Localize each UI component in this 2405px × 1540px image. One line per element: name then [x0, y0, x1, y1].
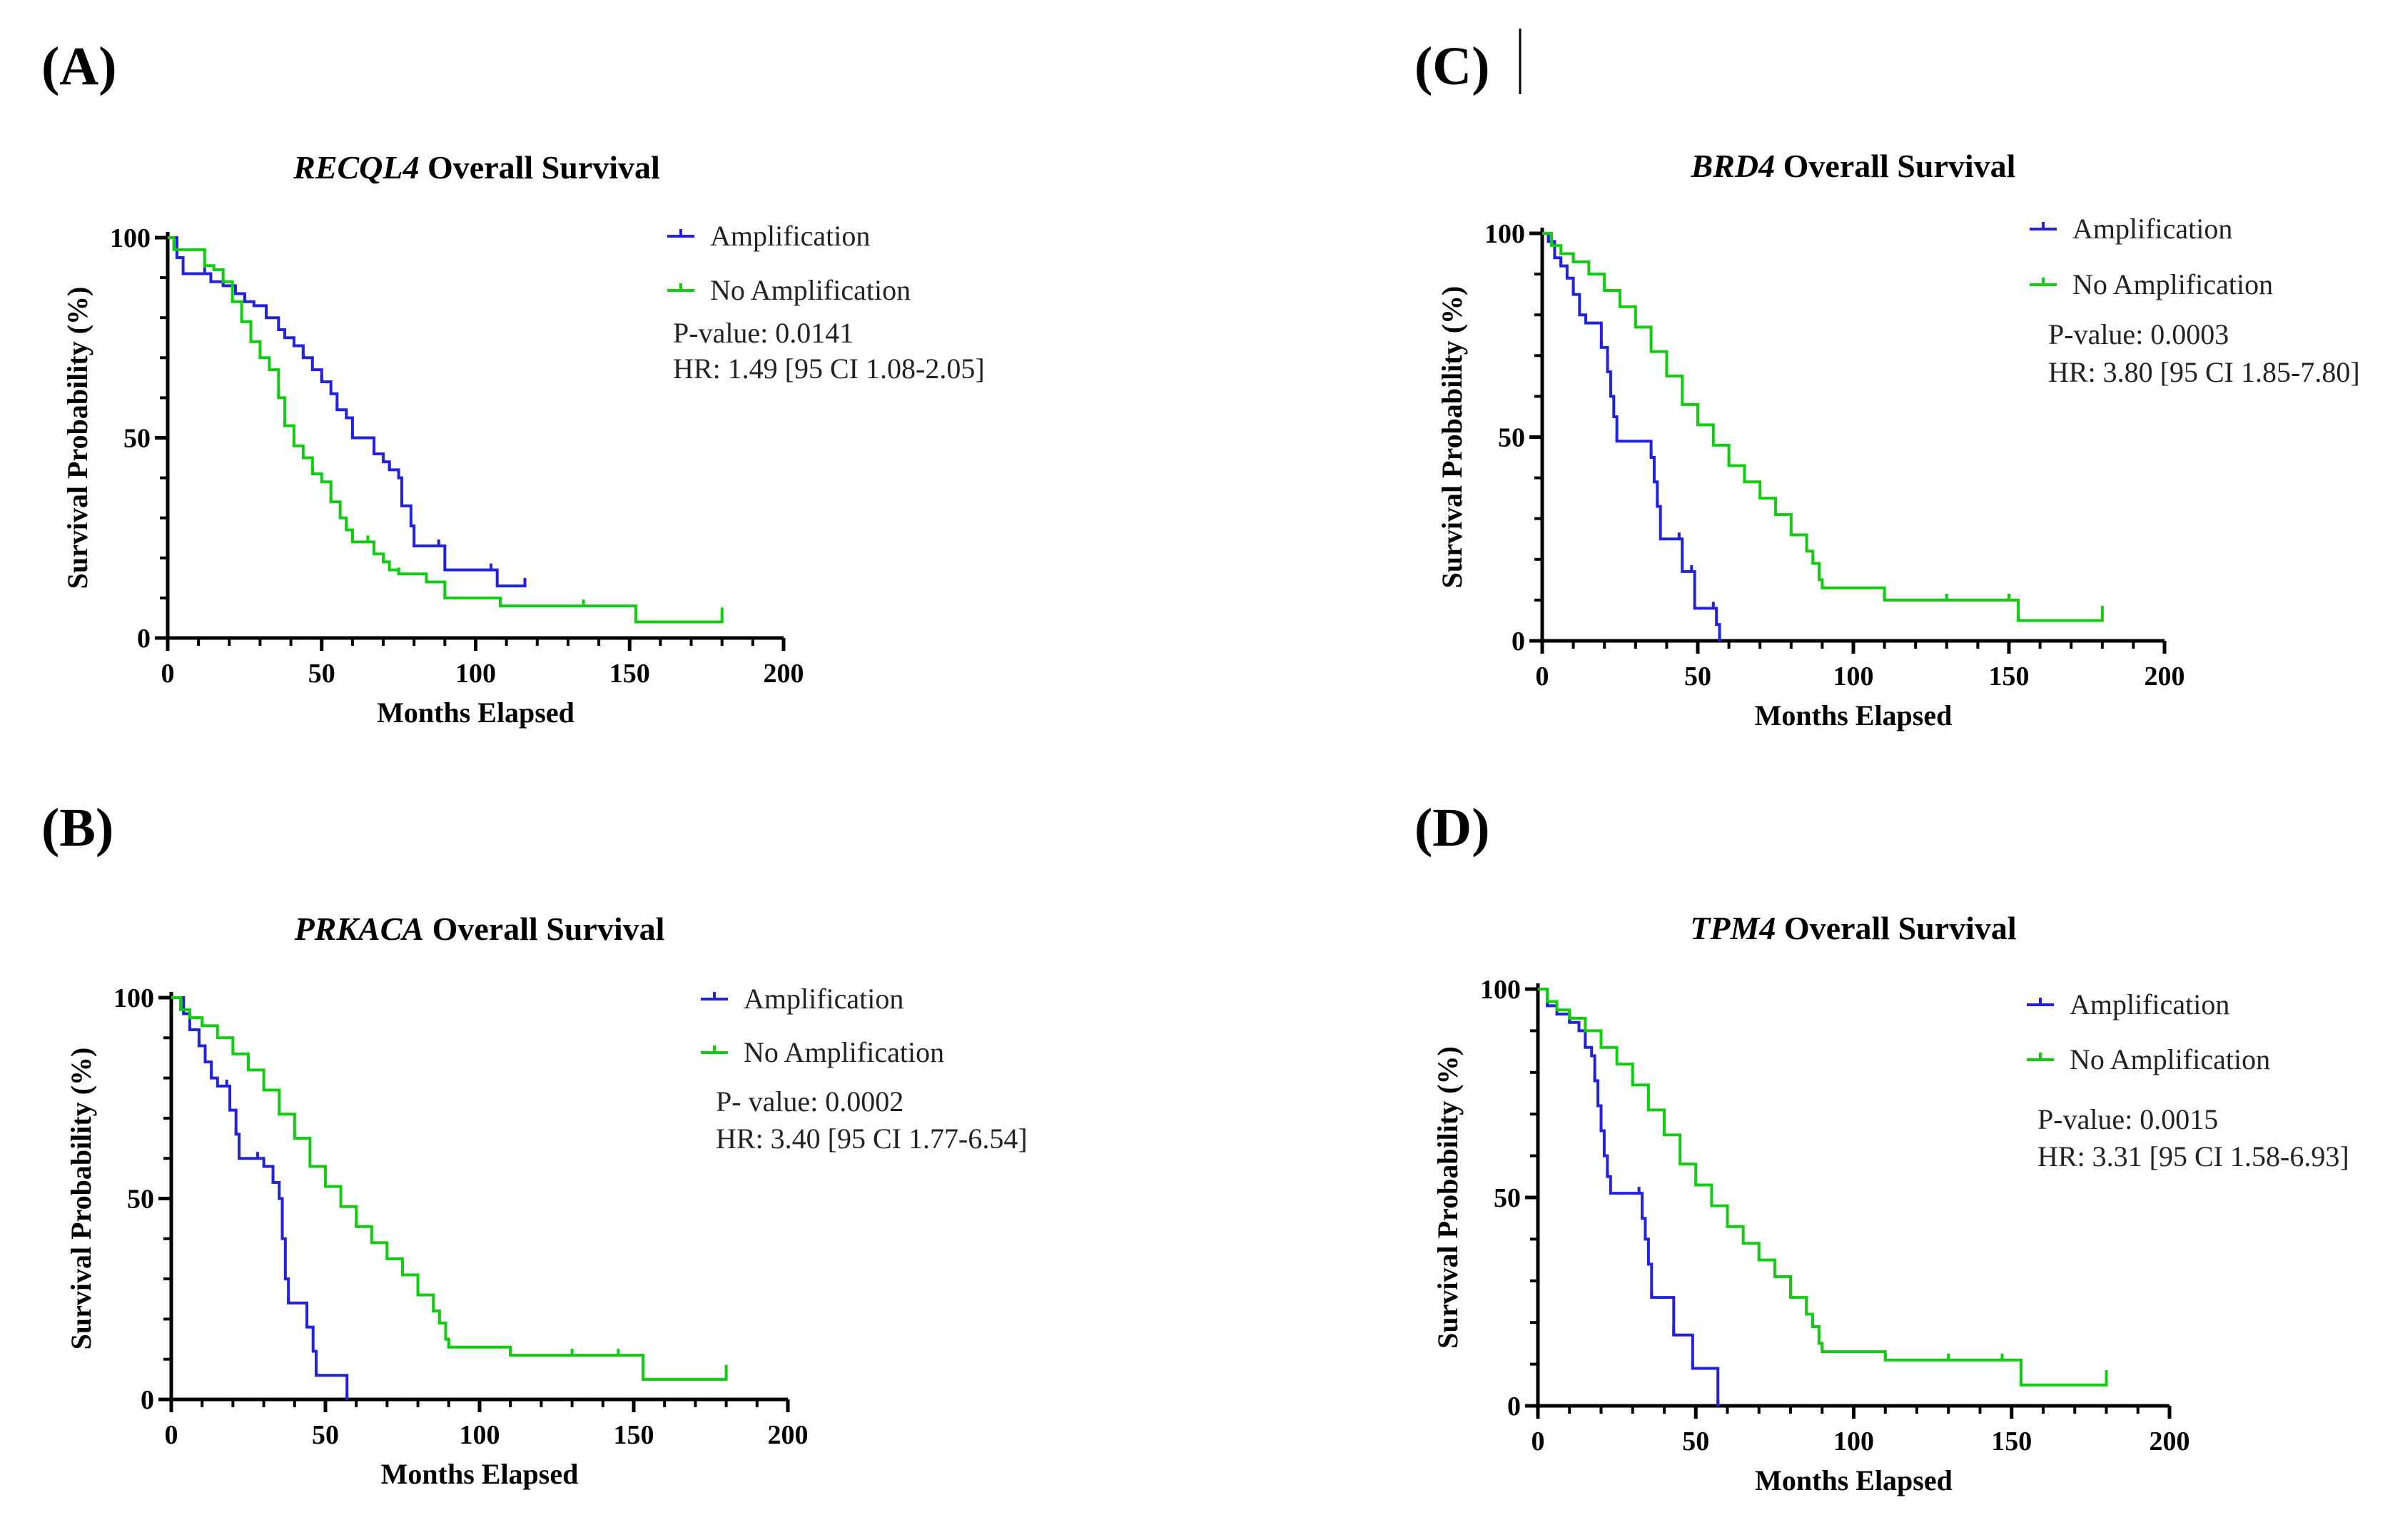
x-tick-label: 200 — [2145, 662, 2185, 692]
x-tick-label: 100 — [1833, 1427, 1874, 1457]
y-axis-label: Survival Probability (%) — [1436, 286, 1468, 589]
legend-label: No Amplification — [710, 274, 911, 306]
p-value-text: P-value: 0.0141 — [673, 317, 854, 349]
chart-title: TPM4 Overall Survival — [1690, 910, 2016, 946]
y-tick-label: 100 — [113, 983, 154, 1013]
panel-label: (D) — [1414, 798, 1490, 858]
chart-title: RECQL4 Overall Survival — [293, 149, 660, 186]
x-tick-label: 100 — [460, 1420, 500, 1450]
panel-a: (A) RECQL4 Overall Survival 0 50 100 150 200 0 5… — [41, 36, 985, 729]
p-value-text: P-value: 0.0015 — [2037, 1103, 2218, 1135]
y-tick-label: 100 — [1484, 219, 1525, 249]
panel-label: (B) — [41, 798, 113, 858]
panel-c: (C) BRD4 Overall Survival 0 50 100 150 200 0 50 1… — [1414, 36, 2360, 731]
x-axis-label: Months Elapsed — [377, 696, 574, 729]
y-axis-label: Survival Probability (%) — [1432, 1046, 1464, 1349]
x-tick-label: 50 — [1684, 662, 1711, 692]
chart-title-rest: Overall Survival — [1776, 910, 2016, 946]
x-axis-label: Months Elapsed — [1755, 1464, 1953, 1496]
y-tick-label: 50 — [1498, 423, 1525, 453]
chart-title-gene: PRKACA — [294, 911, 425, 947]
panel-b: (B) PRKACA Overall Survival 0 50 100 150 200 0 5… — [41, 798, 1028, 1490]
y-tick-label: 0 — [1512, 627, 1525, 657]
amplification-curve — [171, 996, 349, 1399]
y-tick-label: 0 — [137, 624, 151, 654]
x-tick-label: 0 — [165, 1420, 178, 1450]
legend-label: Amplification — [744, 983, 903, 1015]
panel-label: (C) — [1414, 36, 1490, 96]
panel-label: (A) — [41, 36, 117, 96]
x-tick-label: 100 — [1833, 662, 1874, 692]
x-tick-label: 100 — [455, 659, 496, 689]
legend-label: No Amplification — [2072, 268, 2273, 300]
chart-title-rest: Overall Survival — [1775, 148, 2015, 184]
legend-label: No Amplification — [744, 1036, 944, 1068]
hazard-ratio-text: HR: 3.80 [95 CI 1.85-7.80] — [2048, 356, 2360, 388]
chart-title-gene: BRD4 — [1691, 148, 1776, 184]
x-tick-label: 0 — [1531, 1427, 1545, 1457]
y-axis-label: Survival Probability (%) — [61, 287, 93, 589]
legend-label: Amplification — [710, 220, 870, 252]
x-tick-label: 0 — [1536, 662, 1549, 692]
x-tick-label: 150 — [1991, 1427, 2032, 1457]
y-tick-label: 100 — [110, 223, 151, 253]
no-amplification-curve — [171, 996, 728, 1381]
chart-title: BRD4 Overall Survival — [1691, 148, 2016, 184]
y-tick-label: 0 — [1507, 1392, 1521, 1422]
amplification-curve — [1542, 232, 1721, 641]
amplification-curve — [168, 236, 527, 588]
no-amplification-curve — [1538, 988, 2108, 1387]
chart-title-rest: Overall Survival — [420, 149, 660, 186]
y-tick-label: 50 — [1494, 1183, 1521, 1213]
legend-label: Amplification — [2072, 213, 2232, 245]
x-tick-label: 50 — [308, 659, 335, 689]
hazard-ratio-text: HR: 3.40 [95 CI 1.77-6.54] — [716, 1123, 1028, 1155]
x-tick-label: 50 — [312, 1420, 339, 1450]
p-value-text: P- value: 0.0002 — [716, 1085, 903, 1118]
x-axis-label: Months Elapsed — [381, 1458, 579, 1490]
no-amplification-curve — [1542, 232, 2104, 622]
no-amplification-curve — [168, 236, 724, 624]
x-tick-label: 50 — [1682, 1427, 1709, 1457]
chart-title-gene: RECQL4 — [293, 149, 419, 186]
x-tick-label: 200 — [764, 659, 804, 689]
y-tick-label: 0 — [141, 1385, 154, 1415]
hazard-ratio-text: HR: 1.49 [95 CI 1.08-2.05] — [673, 353, 985, 385]
amplification-curve — [1538, 988, 1720, 1406]
x-tick-label: 200 — [768, 1420, 809, 1450]
y-tick-label: 50 — [127, 1185, 154, 1215]
x-axis-label: Months Elapsed — [1755, 699, 1953, 731]
panel-d: (D) TPM4 Overall Survival 0 50 100 150 200 0 50 1… — [1414, 798, 2349, 1496]
y-tick-label: 50 — [123, 424, 151, 454]
x-tick-label: 150 — [609, 659, 650, 689]
y-tick-label: 100 — [1480, 975, 1521, 1005]
legend-label: No Amplification — [2070, 1043, 2270, 1075]
x-tick-label: 150 — [1989, 662, 2030, 692]
x-tick-label: 150 — [614, 1420, 654, 1450]
x-tick-label: 0 — [161, 659, 175, 689]
p-value-text: P-value: 0.0003 — [2048, 318, 2229, 350]
y-axis-label: Survival Probability (%) — [65, 1048, 97, 1350]
chart-title-rest: Overall Survival — [424, 911, 664, 947]
legend-label: Amplification — [2070, 988, 2229, 1020]
chart-title: PRKACA Overall Survival — [294, 911, 665, 947]
chart-title-gene: TPM4 — [1690, 910, 1776, 946]
hazard-ratio-text: HR: 3.31 [95 CI 1.58-6.93] — [2037, 1140, 2349, 1172]
x-tick-label: 200 — [2150, 1427, 2190, 1457]
